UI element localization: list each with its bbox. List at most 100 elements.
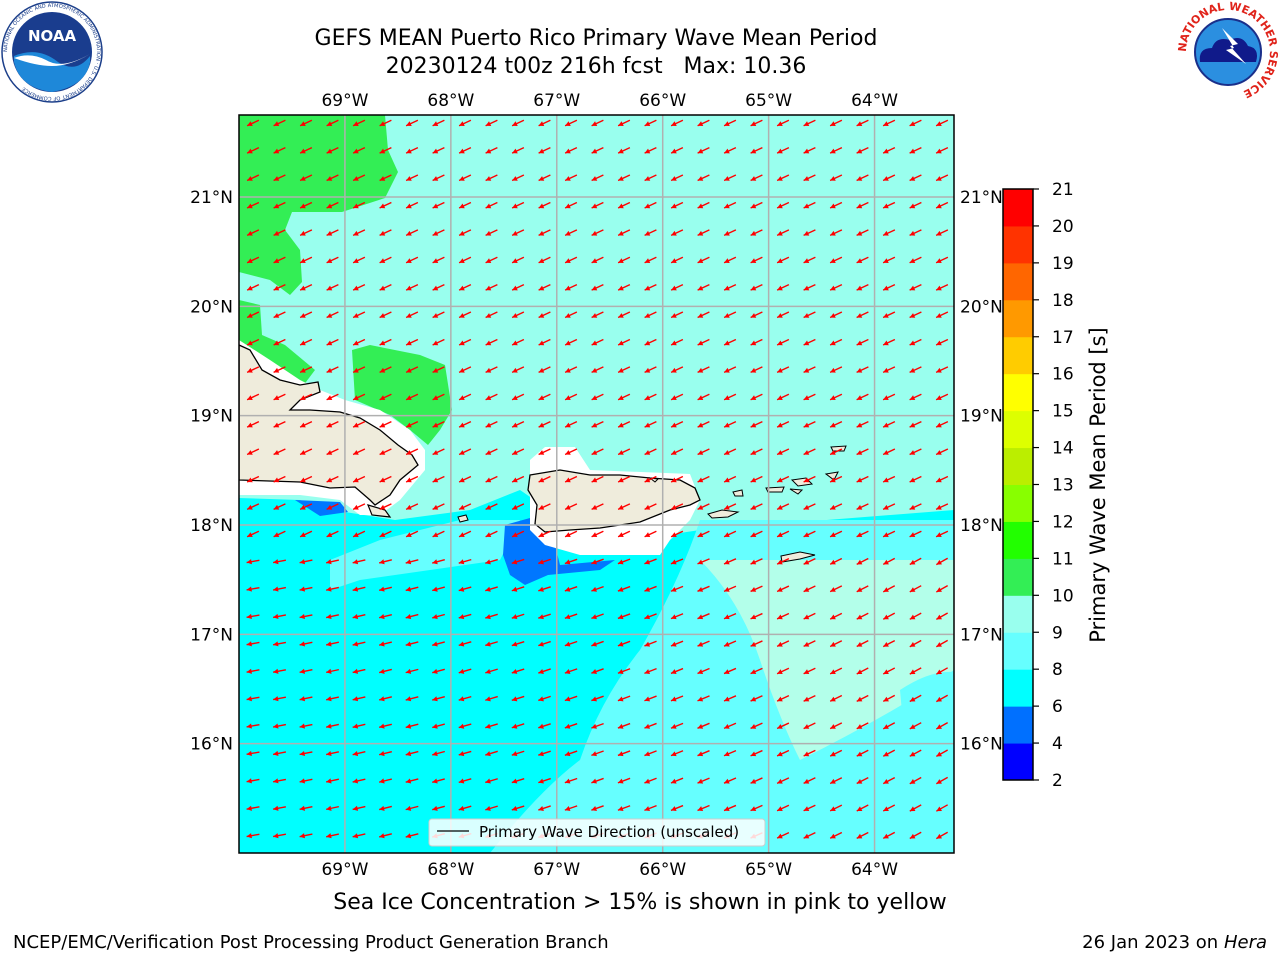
wave-arrow: [511, 284, 525, 291]
colorbar-segment: [1003, 447, 1033, 485]
colorbar-segment: [1003, 189, 1033, 227]
wave-arrow: [909, 667, 922, 675]
wave-arrow: [750, 147, 763, 154]
wave-arrow: [935, 612, 949, 620]
wave-arrow: [644, 777, 657, 784]
wave-arrow: [697, 256, 710, 264]
wave-arrow: [511, 119, 525, 127]
wave-arrow: [750, 174, 763, 182]
wave-arrow: [882, 475, 896, 483]
wave-arrow: [803, 147, 816, 154]
wave-arrow: [591, 229, 604, 236]
wave-arrow: [299, 586, 313, 592]
wave-arrow: [935, 256, 949, 264]
wave-arrow: [856, 174, 869, 182]
lat-tick-label-right: 20°N: [960, 297, 1003, 317]
colorbar-tick-label: 18: [1052, 291, 1074, 311]
wave-arrow: [856, 147, 869, 154]
wave-arrow: [723, 448, 737, 456]
wave-arrow: [273, 530, 286, 538]
wave-arrow: [485, 201, 498, 209]
map-tick-labels: 69°W 69°W 68°W 68°W 67°W 67°W 66°W 66°W 65°W 65°W…: [190, 91, 1003, 880]
wave-arrow: [299, 338, 313, 346]
colorbar-tick-label: 15: [1052, 402, 1074, 422]
wave-arrow: [856, 640, 869, 648]
wave-arrow: [935, 229, 949, 236]
wave-arrow: [882, 503, 896, 510]
wave-arrow: [511, 229, 525, 236]
wave-arrow: [803, 338, 816, 346]
wave-arrow: [379, 174, 392, 182]
wave-arrow: [458, 119, 472, 127]
wave-arrow: [485, 805, 498, 811]
wave-arrow: [405, 448, 419, 456]
wave-arrow: [538, 475, 551, 483]
wave-arrow: [246, 229, 260, 236]
wave-arrow: [644, 585, 657, 592]
wave-arrow: [776, 393, 790, 401]
wave-arrow: [697, 338, 710, 346]
wave-arrow: [670, 119, 684, 127]
lon-tick-label-top: 66°W: [639, 91, 686, 111]
wave-arrow: [856, 201, 869, 209]
wave-arrow: [458, 805, 472, 811]
wave-arrow: [882, 722, 896, 730]
wave-arrow: [591, 284, 604, 291]
wave-arrow: [829, 311, 843, 319]
wave-arrow: [856, 475, 869, 483]
wave-arrow: [485, 284, 498, 291]
wave-arrow: [617, 585, 631, 592]
wave-arrow: [644, 256, 657, 264]
wave-arrow: [246, 174, 260, 182]
wave-arrow: [273, 338, 286, 346]
map-subtitle: 20230124 t00z 216h fcst Max: 10.36: [385, 54, 807, 79]
wave-arrow: [856, 831, 869, 839]
wave-arrow: [458, 475, 472, 483]
wave-arrow: [935, 174, 949, 182]
wave-arrow: [670, 393, 684, 401]
wave-arrow: [405, 530, 419, 538]
wave-arrow: [458, 284, 472, 291]
colorbar-tick-label: 12: [1052, 512, 1074, 532]
wave-arrow: [670, 558, 684, 565]
wave-arrow: [644, 201, 657, 209]
wave-arrow: [511, 174, 525, 182]
wave-arrow: [379, 750, 392, 757]
wave-arrow: [882, 311, 896, 319]
colorbar-segment: [1003, 336, 1033, 375]
wave-arrow: [882, 530, 896, 538]
wave-arrow: [776, 695, 790, 702]
wave-arrow: [723, 311, 737, 319]
wave-arrow: [882, 749, 896, 757]
wave-arrow: [829, 804, 843, 812]
wave-arrow: [299, 229, 313, 236]
wave-arrow: [432, 696, 445, 702]
wave-arrow: [246, 750, 260, 757]
wave-arrow: [272, 750, 287, 757]
wave-arrow: [935, 694, 949, 703]
wave-arrow: [803, 749, 816, 757]
wave-arrow: [538, 503, 551, 510]
wave-arrow: [379, 229, 392, 236]
wave-arrow: [405, 119, 419, 127]
wave-arrow: [352, 723, 366, 729]
wave-arrow: [697, 530, 710, 538]
wave-arrow: [776, 338, 790, 346]
wave-arrow: [882, 421, 896, 428]
wave-arrow: [617, 475, 631, 483]
wave-arrow: [670, 530, 684, 538]
wave-arrow: [829, 530, 843, 538]
wave-arrow: [325, 559, 340, 565]
wave-arrow: [352, 421, 366, 428]
wave-arrow: [299, 778, 313, 784]
wave-arrow: [723, 366, 737, 373]
noaa-logo-text: NOAA: [28, 27, 77, 45]
wave-arrow: [379, 586, 392, 592]
wave-arrow: [273, 475, 286, 483]
wave-arrow: [803, 530, 816, 538]
wave-arrow: [379, 723, 392, 729]
wave-arrow: [670, 613, 684, 620]
wave-arrow: [697, 777, 710, 784]
wave-arrow: [856, 311, 869, 319]
wave-arrow: [723, 338, 737, 346]
